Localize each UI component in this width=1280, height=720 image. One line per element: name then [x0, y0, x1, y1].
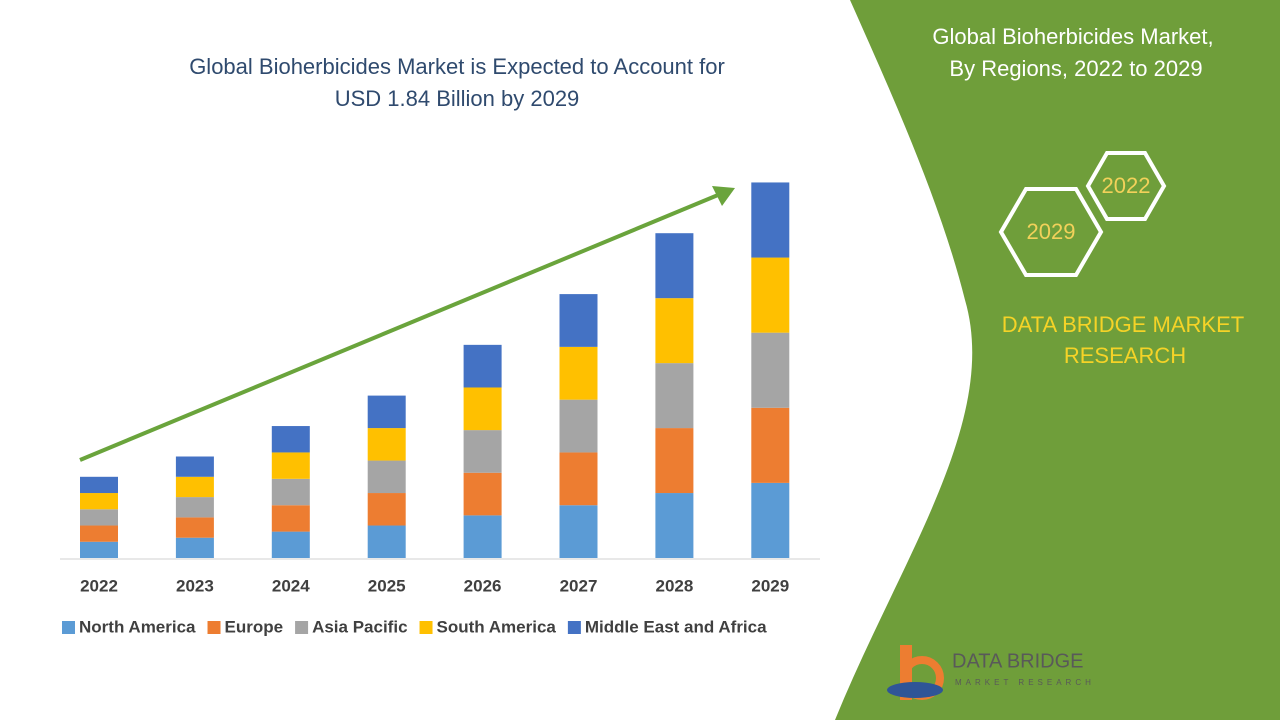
logo-subtext: MARKET RESEARCH — [955, 678, 1095, 687]
bar-segment — [655, 493, 694, 558]
legend-label: Middle East and Africa — [585, 617, 767, 636]
bar-segment — [80, 525, 118, 542]
bar-segment — [559, 505, 598, 558]
legend-swatch — [567, 621, 581, 634]
panel-title: By Regions, 2022 to 2029 — [949, 56, 1202, 81]
legend-label: South America — [437, 617, 557, 636]
legend-swatch — [207, 621, 221, 634]
bar-segment — [80, 541, 118, 558]
hexagon-label: 2029 — [1027, 219, 1076, 244]
bar-segment — [367, 525, 406, 558]
bar-segment — [463, 472, 502, 516]
chart-title: USD 1.84 Billion by 2029 — [335, 86, 580, 111]
bar-segment — [463, 430, 502, 473]
hexagon-label: 2022 — [1102, 173, 1151, 198]
x-tick-label: 2023 — [176, 576, 214, 595]
bar-segment — [271, 452, 310, 479]
bar-segment — [463, 344, 502, 388]
x-tick-label: 2029 — [751, 576, 789, 595]
bar-segment — [271, 426, 310, 453]
bar-segment — [175, 456, 214, 477]
bar-segment — [463, 387, 502, 431]
bar-segment — [175, 476, 214, 498]
trend-arrow — [79, 193, 719, 462]
x-tick-label: 2024 — [272, 576, 310, 595]
bar-segment — [559, 346, 598, 400]
bar-segment — [367, 395, 406, 429]
bar-segment — [655, 363, 694, 429]
legend-swatch — [295, 621, 309, 634]
bar-segment — [655, 233, 694, 299]
bar-segment — [367, 493, 406, 526]
bar-segment — [367, 460, 406, 494]
chart-title: Global Bioherbicides Market is Expected … — [189, 54, 725, 79]
legend-swatch — [419, 621, 433, 634]
bar-segment — [751, 407, 790, 483]
bar-segment — [175, 537, 214, 558]
bar-segment — [751, 182, 790, 258]
bar-segment — [559, 294, 598, 347]
bar-segment — [751, 257, 790, 333]
hexagon — [1085, 151, 1167, 221]
bar-segment — [80, 493, 118, 510]
legend-swatch — [62, 621, 75, 634]
bar-segment — [80, 476, 118, 494]
brand-text: RESEARCH — [1064, 343, 1186, 368]
bar-segment — [655, 298, 694, 364]
bar-segment — [559, 399, 598, 453]
legend-label: Europe — [225, 617, 284, 636]
logo-mark — [887, 682, 943, 698]
plot: 2022 2023 2024 2025 2026 2027 2028 2029 North Am… — [62, 182, 790, 636]
x-tick-label: 2022 — [80, 576, 118, 595]
arrow-head — [712, 186, 735, 206]
bar-segment — [655, 428, 694, 494]
bar-segment — [271, 531, 310, 558]
bar-segment — [463, 515, 502, 558]
x-tick-label: 2028 — [655, 576, 693, 595]
x-tick-label: 2025 — [368, 576, 406, 595]
x-tick-label: 2027 — [560, 576, 598, 595]
bar-segment — [80, 509, 118, 526]
bar-segment — [751, 482, 790, 558]
bar-segment — [751, 332, 790, 408]
bar-segment — [175, 497, 214, 518]
bar-segment — [559, 452, 598, 506]
bar-segment — [367, 428, 406, 461]
legend-label: North America — [79, 617, 196, 636]
bar-segment — [271, 478, 310, 506]
hexagon — [998, 187, 1104, 277]
x-tick-label: 2026 — [464, 576, 502, 595]
brand-text: DATA BRIDGE MARKET — [1002, 312, 1244, 337]
bar-segment — [175, 517, 214, 538]
side-panel — [835, 0, 1280, 720]
panel-title: Global Bioherbicides Market, — [932, 24, 1213, 49]
legend-label: Asia Pacific — [312, 617, 407, 636]
bar-segment — [271, 505, 310, 532]
logo-text: DATA BRIDGE — [952, 650, 1084, 672]
